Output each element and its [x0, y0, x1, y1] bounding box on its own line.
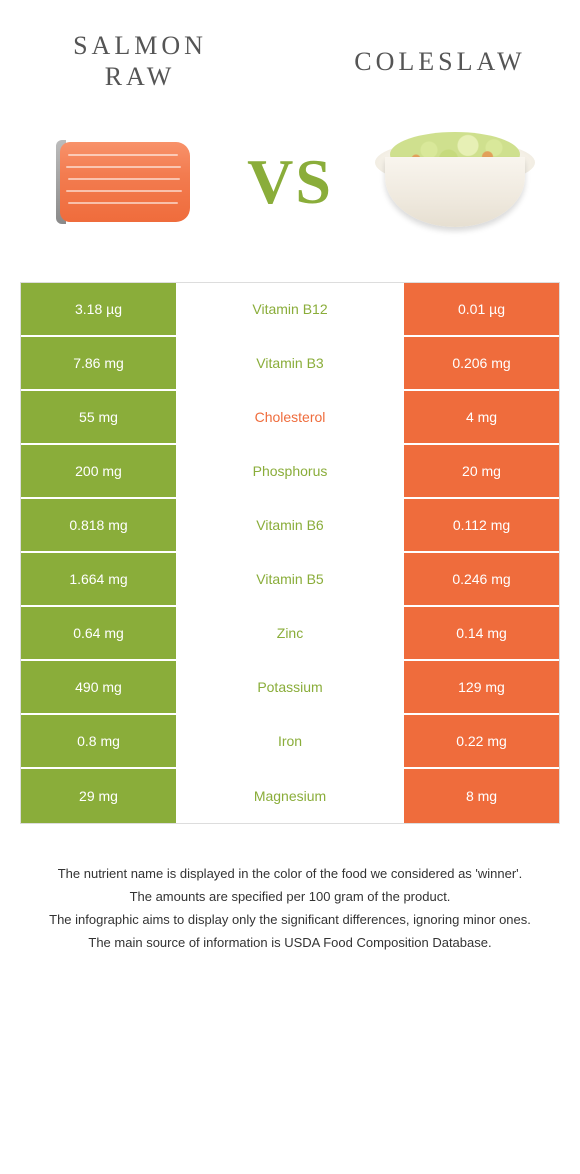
- salmon-image: [40, 122, 210, 242]
- right-value-cell: 0.112 mg: [404, 499, 559, 551]
- right-value-cell: 20 mg: [404, 445, 559, 497]
- left-value-cell: 490 mg: [21, 661, 176, 713]
- nutrient-name-cell: Zinc: [176, 607, 404, 659]
- left-value-cell: 55 mg: [21, 391, 176, 443]
- nutrient-name-cell: Cholesterol: [176, 391, 404, 443]
- header-row: Salmon raw Coleslaw: [20, 30, 560, 92]
- right-food-title: Coleslaw: [350, 46, 530, 77]
- footnote-line: The infographic aims to display only the…: [40, 910, 540, 931]
- left-value-cell: 1.664 mg: [21, 553, 176, 605]
- left-title-line2: raw: [105, 62, 176, 91]
- nutrient-name-cell: Vitamin B3: [176, 337, 404, 389]
- left-value-cell: 0.8 mg: [21, 715, 176, 767]
- nutrient-name-cell: Potassium: [176, 661, 404, 713]
- right-value-cell: 0.246 mg: [404, 553, 559, 605]
- left-value-cell: 0.818 mg: [21, 499, 176, 551]
- left-value-cell: 200 mg: [21, 445, 176, 497]
- table-row: 200 mgPhosphorus20 mg: [21, 445, 559, 499]
- table-row: 29 mgMagnesium8 mg: [21, 769, 559, 823]
- right-value-cell: 0.206 mg: [404, 337, 559, 389]
- nutrient-name-cell: Vitamin B12: [176, 283, 404, 335]
- table-row: 1.664 mgVitamin B50.246 mg: [21, 553, 559, 607]
- footnote-line: The main source of information is USDA F…: [40, 933, 540, 954]
- footnotes: The nutrient name is displayed in the co…: [20, 864, 560, 953]
- right-value-cell: 0.22 mg: [404, 715, 559, 767]
- right-value-cell: 4 mg: [404, 391, 559, 443]
- left-value-cell: 7.86 mg: [21, 337, 176, 389]
- nutrient-name-cell: Vitamin B5: [176, 553, 404, 605]
- nutrient-name-cell: Iron: [176, 715, 404, 767]
- right-value-cell: 129 mg: [404, 661, 559, 713]
- table-row: 7.86 mgVitamin B30.206 mg: [21, 337, 559, 391]
- left-value-cell: 3.18 µg: [21, 283, 176, 335]
- table-row: 0.64 mgZinc0.14 mg: [21, 607, 559, 661]
- nutrient-name-cell: Phosphorus: [176, 445, 404, 497]
- table-row: 3.18 µgVitamin B120.01 µg: [21, 283, 559, 337]
- left-value-cell: 0.64 mg: [21, 607, 176, 659]
- infographic-container: Salmon raw Coleslaw VS: [0, 0, 580, 976]
- nutrient-table: 3.18 µgVitamin B120.01 µg7.86 mgVitamin …: [20, 282, 560, 824]
- vs-label: VS: [247, 145, 333, 219]
- coleslaw-image: [370, 122, 540, 242]
- footnote-line: The nutrient name is displayed in the co…: [40, 864, 540, 885]
- table-row: 55 mgCholesterol4 mg: [21, 391, 559, 445]
- right-value-cell: 0.01 µg: [404, 283, 559, 335]
- left-value-cell: 29 mg: [21, 769, 176, 823]
- nutrient-name-cell: Vitamin B6: [176, 499, 404, 551]
- footnote-line: The amounts are specified per 100 gram o…: [40, 887, 540, 908]
- left-food-title: Salmon raw: [50, 30, 230, 92]
- left-title-line1: Salmon: [73, 31, 207, 60]
- table-row: 0.8 mgIron0.22 mg: [21, 715, 559, 769]
- nutrient-name-cell: Magnesium: [176, 769, 404, 823]
- right-value-cell: 0.14 mg: [404, 607, 559, 659]
- right-value-cell: 8 mg: [404, 769, 559, 823]
- vs-row: VS: [20, 122, 560, 242]
- table-row: 490 mgPotassium129 mg: [21, 661, 559, 715]
- table-row: 0.818 mgVitamin B60.112 mg: [21, 499, 559, 553]
